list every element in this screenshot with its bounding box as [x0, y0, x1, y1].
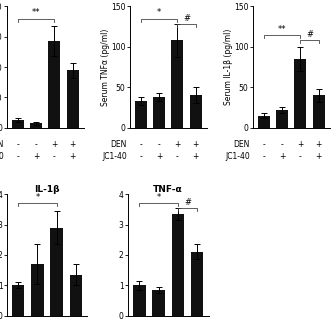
Bar: [30, 123, 42, 128]
Text: **: **: [278, 24, 286, 33]
Text: +: +: [297, 140, 304, 149]
Text: +: +: [315, 152, 322, 161]
Bar: [171, 214, 184, 316]
Bar: [133, 285, 146, 316]
Text: +: +: [69, 152, 76, 161]
Text: +: +: [51, 140, 58, 149]
Text: DEN: DEN: [234, 140, 250, 149]
Bar: [276, 110, 288, 128]
Text: +: +: [192, 140, 199, 149]
Bar: [48, 41, 60, 128]
Text: -: -: [16, 140, 19, 149]
Bar: [70, 275, 82, 316]
Text: +: +: [156, 152, 162, 161]
Text: -: -: [281, 140, 283, 149]
Title: TNF-α: TNF-α: [153, 185, 183, 194]
Text: -: -: [139, 152, 142, 161]
Text: **: **: [32, 8, 40, 17]
Bar: [258, 116, 270, 128]
Text: JC1-40: JC1-40: [225, 152, 250, 161]
Bar: [171, 40, 183, 128]
Text: -: -: [176, 152, 179, 161]
Text: -: -: [262, 140, 265, 149]
Text: *: *: [35, 193, 40, 202]
Bar: [294, 59, 306, 128]
Text: +: +: [33, 152, 39, 161]
Text: -: -: [16, 152, 19, 161]
Title: IL-1β: IL-1β: [34, 185, 60, 194]
Text: -: -: [139, 140, 142, 149]
Y-axis label: Serum TNFα (pg/ml): Serum TNFα (pg/ml): [101, 28, 110, 106]
Bar: [152, 290, 165, 316]
Text: #: #: [306, 30, 313, 39]
Text: DEN: DEN: [111, 140, 127, 149]
Bar: [31, 264, 44, 316]
Text: +: +: [315, 140, 322, 149]
Bar: [50, 228, 63, 316]
Text: JC1-40: JC1-40: [102, 152, 127, 161]
Text: -: -: [158, 140, 161, 149]
Bar: [12, 285, 24, 316]
Text: +: +: [174, 140, 180, 149]
Text: +: +: [69, 140, 76, 149]
Text: -: -: [35, 140, 37, 149]
Text: -: -: [262, 152, 265, 161]
Bar: [313, 95, 325, 128]
Bar: [191, 252, 203, 316]
Text: DEN: DEN: [0, 140, 4, 149]
Text: +: +: [192, 152, 199, 161]
Text: *: *: [157, 8, 161, 17]
Bar: [190, 95, 201, 128]
Text: -: -: [53, 152, 56, 161]
Bar: [153, 97, 165, 128]
Text: -: -: [299, 152, 302, 161]
Text: #: #: [184, 198, 191, 207]
Text: *: *: [157, 193, 161, 202]
Text: #: #: [183, 14, 190, 23]
Bar: [135, 101, 147, 128]
Y-axis label: Serum IL-1β (pg/ml): Serum IL-1β (pg/ml): [224, 29, 233, 105]
Text: JC1-40: JC1-40: [0, 152, 4, 161]
Text: +: +: [279, 152, 285, 161]
Bar: [12, 120, 24, 128]
Bar: [67, 70, 79, 128]
